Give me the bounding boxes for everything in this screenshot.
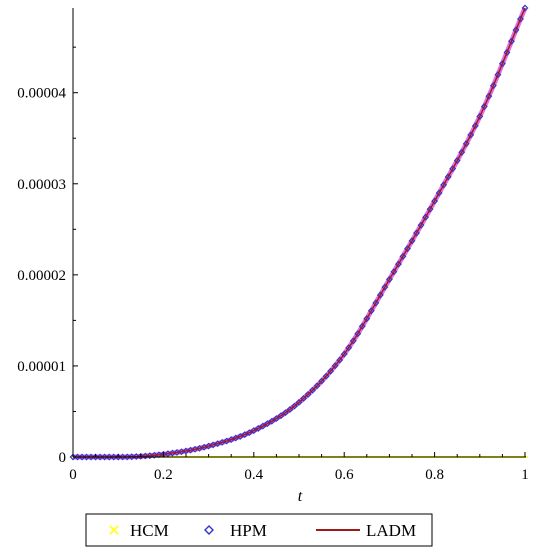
hpm-point (349, 337, 357, 345)
hpm-point (69, 453, 77, 461)
hpm-point (336, 356, 344, 364)
hpm-point (322, 372, 330, 380)
hpm-halo-line (73, 7, 528, 460)
hpm-point (399, 252, 407, 260)
hpm-point (354, 330, 362, 338)
x-tick-label: 0.6 (335, 467, 354, 483)
hpm-point (444, 173, 452, 181)
hpm-point (381, 283, 389, 291)
hpm-point (327, 367, 335, 375)
y-tick-label: 0 (59, 450, 67, 466)
hpm-point (462, 140, 470, 148)
hpm-point (340, 350, 348, 358)
x-tick-label: 0.2 (154, 467, 173, 483)
hpm-point (503, 49, 511, 56)
x-axis-title: t (298, 488, 303, 505)
y-tick-label: 0.00001 (17, 359, 66, 375)
hpm-point (489, 82, 497, 90)
hpm-point (426, 205, 434, 213)
x-tick-label: 0.4 (244, 467, 263, 483)
legend-item-hpm: HPM (204, 521, 267, 540)
hpm-point (476, 112, 484, 120)
hpm-point (92, 453, 100, 461)
legend-label-hcm: HCM (130, 521, 169, 540)
hpm-point (494, 71, 502, 79)
hpm-point (408, 237, 416, 245)
legend-item-hcm: HCM (109, 521, 169, 540)
hpm-point (96, 453, 104, 461)
hpm-point (110, 453, 118, 461)
hpm-point (413, 229, 420, 237)
ladm-line (73, 7, 526, 458)
hpm-point (417, 221, 425, 229)
hpm-point (385, 275, 393, 283)
hpm-point (431, 197, 439, 205)
hpm-point (467, 131, 475, 139)
hpm-point (358, 322, 366, 330)
legend-hpm-mark (204, 525, 214, 535)
hpm-point (449, 165, 457, 173)
hpm-point (422, 213, 430, 221)
hpm-point (394, 260, 402, 268)
hpm-point (480, 103, 488, 110)
hpm-point (105, 453, 113, 461)
x-tick-label: 1 (521, 467, 529, 483)
hpm-point (498, 60, 506, 68)
hpm-point (471, 122, 479, 130)
hpm-point (453, 157, 461, 165)
hpm-point (521, 4, 529, 12)
hpm-point (363, 315, 371, 323)
x-tick-label: 0.8 (425, 467, 444, 483)
hpm-point (458, 148, 466, 156)
hpm-point (512, 26, 520, 34)
y-tick-label: 0.00003 (17, 177, 66, 193)
legend: HCM HPM LADM (85, 513, 433, 547)
legend-hcm-mark (109, 525, 119, 535)
cross-marker-icon (109, 525, 119, 535)
hpm-point (78, 453, 86, 461)
hpm-point (101, 453, 109, 461)
y-tick-label: 0.00004 (17, 86, 66, 102)
hpm-point (123, 453, 131, 461)
legend-box (85, 513, 433, 547)
hpm-point (331, 362, 339, 370)
plot-area: 0 0.2 0.4 0.6 0.8 1 0 0.00001 0.00002 0.00003 0.00… (17, 4, 529, 505)
hpm-point (119, 453, 127, 461)
hpm-point (485, 92, 493, 100)
legend-item-ladm: LADM (316, 521, 416, 540)
hpm-point (390, 268, 398, 276)
legend-label-hpm: HPM (230, 521, 267, 540)
hpm-point (367, 307, 375, 315)
hpm-point (345, 344, 353, 352)
diamond-marker-icon (204, 525, 214, 535)
y-tick-label: 0.00002 (17, 268, 66, 284)
hpm-point (372, 299, 380, 307)
hpm-point (74, 453, 81, 461)
hpm-point (376, 291, 384, 299)
hpm-point (83, 453, 91, 461)
hpm-point (507, 37, 515, 45)
hpm-point (435, 189, 443, 197)
hpm-point (128, 453, 136, 461)
hpm-point (404, 245, 411, 253)
x-tick-label: 0 (69, 467, 77, 483)
hpm-point (440, 181, 448, 189)
hpm-point (87, 453, 95, 461)
hpm-point (114, 453, 122, 461)
legend-label-ladm: LADM (366, 521, 416, 540)
hpm-point (517, 15, 524, 23)
